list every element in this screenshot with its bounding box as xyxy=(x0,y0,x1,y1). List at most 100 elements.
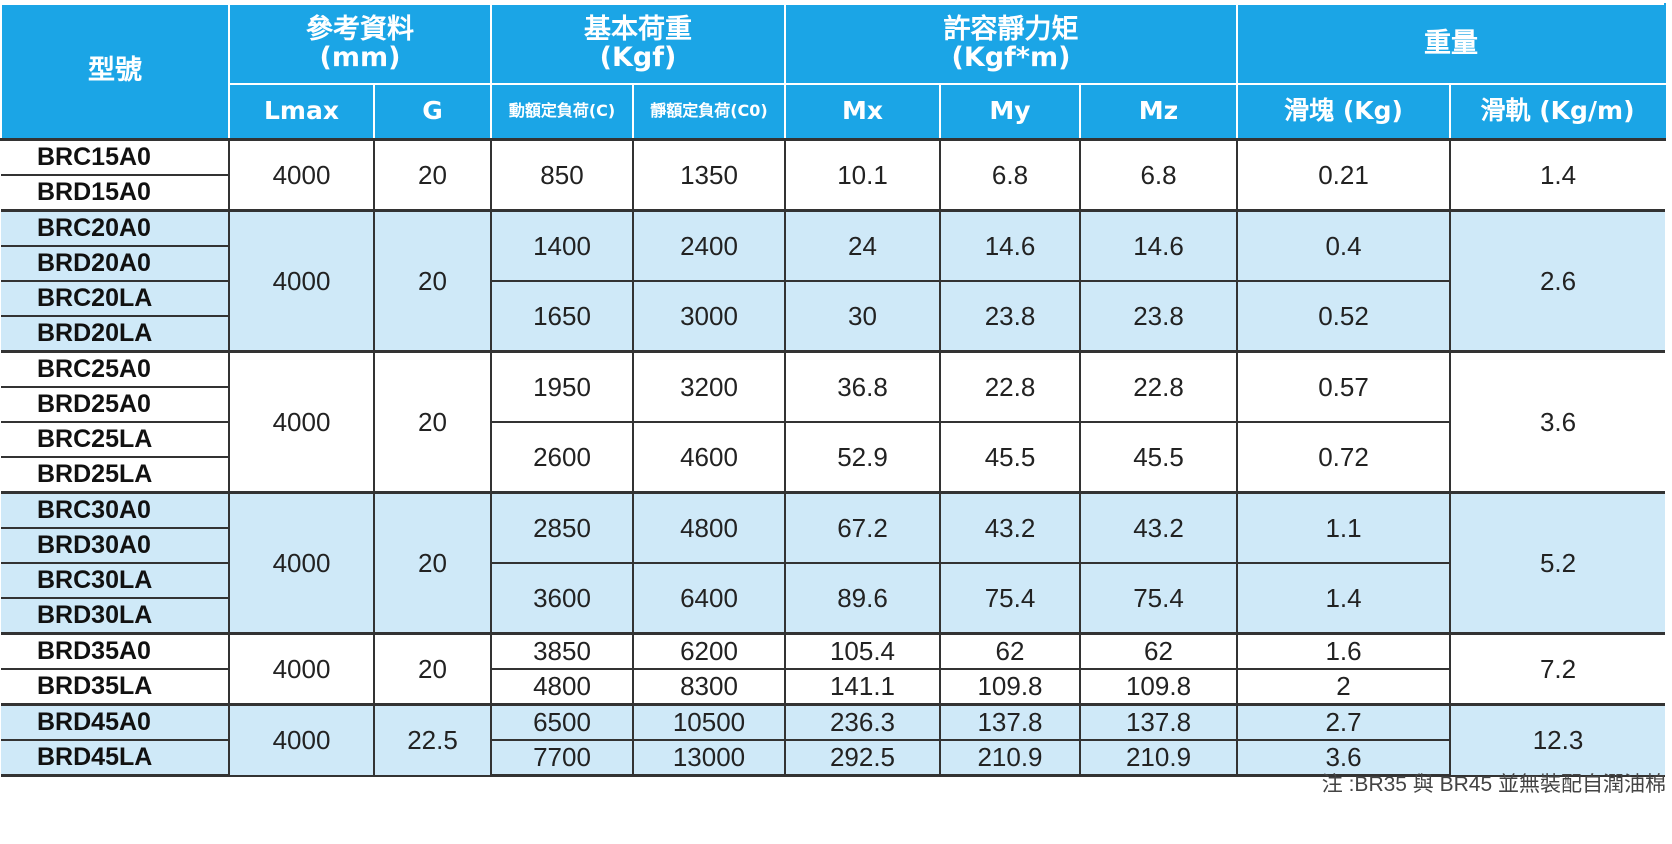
dynamic-load-cell: 7700 xyxy=(490,740,633,777)
static-load-cell: 13000 xyxy=(632,740,785,777)
basic-load-title: 基本荷重 xyxy=(584,13,692,45)
mz-cell: 137.8 xyxy=(1078,703,1238,741)
block-weight-cell: 2.7 xyxy=(1236,703,1451,741)
dynamic-load-cell: 4800 xyxy=(490,669,633,706)
table-row: BRC20LA 1650 3000 30 23.8 23.8 0.52 xyxy=(1,281,1665,353)
static-load-cell: 6400 xyxy=(632,563,785,635)
mz-cell: 210.9 xyxy=(1078,740,1238,777)
lmax-cell: 4000 xyxy=(228,491,374,635)
dynamic-load-cell: 850 xyxy=(490,138,633,212)
g-cell: 22.5 xyxy=(373,703,491,777)
table-row: BRD20A0 xyxy=(1,246,1665,282)
lmax-header: Lmax xyxy=(228,83,375,141)
model-cell: BRD45A0 xyxy=(1,703,229,741)
rail-weight-cell: 5.2 xyxy=(1449,491,1666,635)
table-row: BRC20A0 4000 20 1400 2400 24 14.6 14.6 0.4 2.6 xyxy=(1,209,1666,353)
static-load-cell: 4600 xyxy=(632,422,785,494)
block-weight-cell: 0.52 xyxy=(1236,281,1451,353)
static-load-header: 靜額定負荷(C0) xyxy=(632,83,786,141)
model-cell: BRC15A0 xyxy=(1,138,229,176)
model-cell: BRD45LA xyxy=(1,740,229,777)
dynamic-load-cell: 2600 xyxy=(490,422,633,494)
rail-weight-cell: 1.4 xyxy=(1449,138,1666,212)
dynamic-load-cell: 1650 xyxy=(490,281,633,353)
mz-cell: 6.8 xyxy=(1078,138,1238,212)
table-row: BRD35LA 4800 8300 141.1 109.8 109.8 2 xyxy=(1,669,1665,706)
mx-cell: 89.6 xyxy=(784,563,940,635)
rail-weight-cell: 3.6 xyxy=(1449,350,1666,494)
table-row: BRD30LA xyxy=(1,598,1665,635)
table-row: BRD45A0 4000 22.5 6500 10500 236.3 137.8 137.8 2… xyxy=(1,703,1666,777)
g-cell: 20 xyxy=(373,632,491,706)
model-cell: BRD25A0 xyxy=(1,387,229,423)
static-load-cell: 6200 xyxy=(632,632,785,670)
dynamic-load-header: 動額定負荷(C) xyxy=(490,83,634,141)
footnote: 注 :BR35 與 BR45 並無裝配自潤油棉 xyxy=(1321,773,1666,796)
mz-cell: 22.8 xyxy=(1078,350,1238,423)
dynamic-load-cell: 1400 xyxy=(490,209,633,282)
block-weight-cell: 1.1 xyxy=(1236,491,1451,564)
model-cell: BRD20LA xyxy=(1,316,229,353)
my-cell: 23.8 xyxy=(939,281,1080,353)
mx-cell: 24 xyxy=(784,209,940,282)
table-header: 型號 參考資料 (mm) 基本荷重 (Kgf) 許容靜力矩 (Kgf*m) 重量… xyxy=(0,3,1667,141)
table-row: BRD45LA 7700 13000 292.5 210.9 210.9 3.6 xyxy=(1,740,1665,777)
mz-header: Mz xyxy=(1078,83,1239,141)
table-row: BRD25LA xyxy=(1,457,1665,494)
model-cell: BRD20A0 xyxy=(1,246,229,282)
lmax-cell: 4000 xyxy=(228,350,374,494)
table-row: BRD20LA xyxy=(1,316,1665,353)
static-moment-unit: (Kgf*m) xyxy=(951,42,1071,73)
mx-cell: 105.4 xyxy=(784,632,940,670)
mx-cell: 36.8 xyxy=(784,350,940,423)
block-weight-cell: 3.6 xyxy=(1236,740,1451,777)
block-weight-header: 滑塊 (Kg) xyxy=(1236,83,1452,141)
block-weight-cell: 0.57 xyxy=(1236,350,1451,423)
static-moment-header: 許容靜力矩 (Kgf*m) xyxy=(783,3,1239,85)
block-weight-cell: 0.21 xyxy=(1236,138,1451,212)
table-row: BRC30LA 3600 6400 89.6 75.4 75.4 1.4 xyxy=(1,563,1665,635)
spec-table: 型號 參考資料 (mm) 基本荷重 (Kgf) 許容靜力矩 (Kgf*m) 重量… xyxy=(0,3,1667,777)
reference-title: 參考資料 xyxy=(306,13,414,45)
rail-weight-cell: 12.3 xyxy=(1449,703,1666,777)
table-body: BRC15A0 4000 20 850 1350 10.1 6.8 6.8 0.21 1.4 BRD… xyxy=(1,138,1666,777)
mz-cell: 62 xyxy=(1078,632,1238,670)
static-load-cell: 3200 xyxy=(632,350,785,423)
mx-cell: 30 xyxy=(784,281,940,353)
model-cell: BRC30A0 xyxy=(1,491,229,529)
dynamic-load-cell: 2850 xyxy=(490,491,633,564)
static-load-cell: 10500 xyxy=(632,703,785,741)
table-row: BRC25LA 2600 4600 52.9 45.5 45.5 0.72 xyxy=(1,422,1665,494)
mx-cell: 67.2 xyxy=(784,491,940,564)
model-cell: BRC25LA xyxy=(1,422,229,458)
my-cell: 75.4 xyxy=(939,563,1080,635)
my-cell: 45.5 xyxy=(939,422,1080,494)
static-load-cell: 2400 xyxy=(632,209,785,282)
rail-weight-header: 滑軌 (Kg/m) xyxy=(1449,83,1667,141)
model-cell: BRC20A0 xyxy=(1,209,229,247)
model-cell: BRD30LA xyxy=(1,598,229,635)
my-header: My xyxy=(939,83,1081,141)
model-cell: BRD25LA xyxy=(1,457,229,494)
static-load-cell: 4800 xyxy=(632,491,785,564)
my-cell: 22.8 xyxy=(939,350,1080,423)
lmax-cell: 4000 xyxy=(228,703,374,777)
table-row: BRD35A0 4000 20 3850 6200 105.4 62 62 1.6 7.2 xyxy=(1,632,1666,706)
mz-cell: 43.2 xyxy=(1078,491,1238,564)
model-header: 型號 xyxy=(0,3,230,141)
table-row: BRC30A0 4000 20 2850 4800 67.2 43.2 43.2 1.1 5.2 xyxy=(1,491,1666,635)
my-cell: 109.8 xyxy=(939,669,1080,706)
reference-unit: (mm) xyxy=(319,42,401,73)
mx-cell: 141.1 xyxy=(784,669,940,706)
static-moment-title: 許容靜力矩 xyxy=(943,13,1079,45)
model-cell: BRD35A0 xyxy=(1,632,229,670)
mx-cell: 292.5 xyxy=(784,740,940,777)
table-row: BRD25A0 xyxy=(1,387,1665,423)
block-weight-cell: 1.4 xyxy=(1236,563,1451,635)
dynamic-load-cell: 1950 xyxy=(490,350,633,423)
basic-load-header: 基本荷重 (Kgf) xyxy=(490,3,786,85)
block-weight-cell: 0.4 xyxy=(1236,209,1451,282)
table-row: BRC15A0 4000 20 850 1350 10.1 6.8 6.8 0.21 1.4 xyxy=(1,138,1666,212)
mz-cell: 14.6 xyxy=(1078,209,1238,282)
mz-cell: 75.4 xyxy=(1078,563,1238,635)
